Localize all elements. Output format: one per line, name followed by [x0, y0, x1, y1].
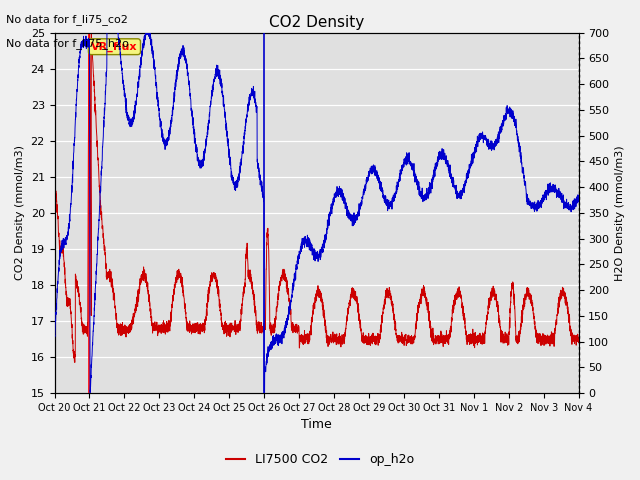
Text: No data for f_li75_h2o: No data for f_li75_h2o [6, 38, 129, 49]
Y-axis label: H2O Density (mmol/m3): H2O Density (mmol/m3) [615, 145, 625, 281]
Y-axis label: CO2 Density (mmol/m3): CO2 Density (mmol/m3) [15, 145, 25, 280]
X-axis label: Time: Time [301, 419, 332, 432]
Text: VR_flux: VR_flux [92, 42, 138, 52]
Text: No data for f_li75_co2: No data for f_li75_co2 [6, 14, 128, 25]
Legend: LI7500 CO2, op_h2o: LI7500 CO2, op_h2o [221, 448, 419, 471]
Title: CO2 Density: CO2 Density [269, 15, 364, 30]
